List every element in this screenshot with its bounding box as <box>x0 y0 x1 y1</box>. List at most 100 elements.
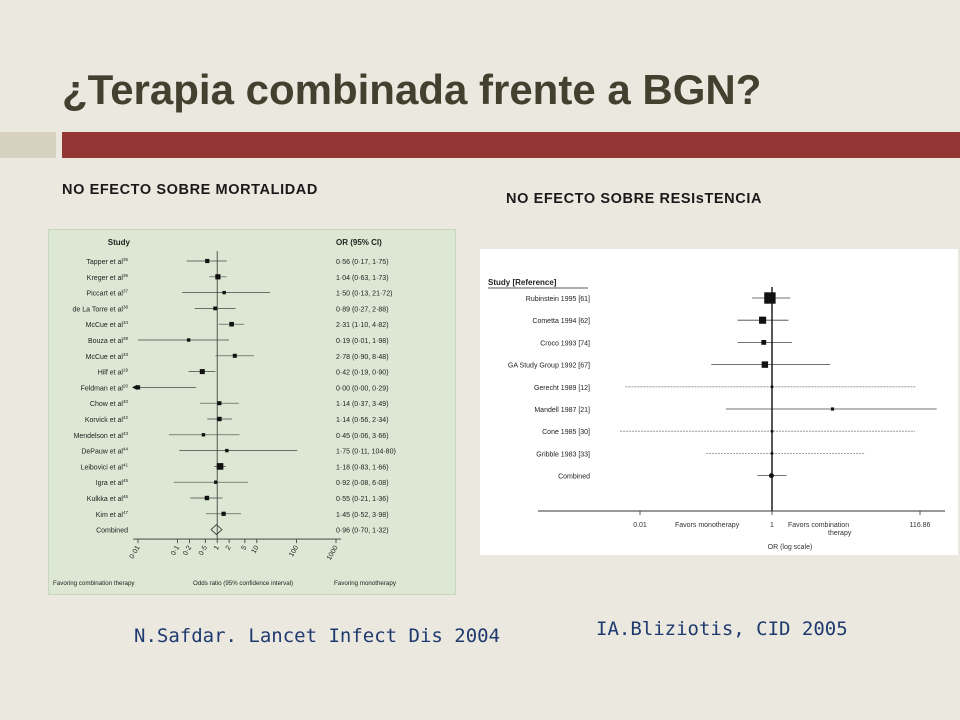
x-tick-label: 0·2 <box>182 544 193 556</box>
combined-label: Combined <box>96 528 128 535</box>
or-marker <box>215 274 221 280</box>
study-ref: 41 <box>123 462 129 467</box>
study-ref: 34 <box>123 320 129 325</box>
ci-arrow <box>132 384 137 390</box>
x-tick-label: 1 <box>213 544 221 551</box>
study-label: Piccart et al37 <box>86 289 128 298</box>
or-value: 0·92 (0·08, 6·08) <box>336 480 389 487</box>
or-value: 1·45 (0·52, 3·98) <box>336 512 389 519</box>
x-tick-label: 100 <box>288 544 300 558</box>
study-column-header: Study <box>108 238 131 247</box>
study-label: Igra et al45 <box>96 478 129 487</box>
x-tick-label: 0.01 <box>633 522 647 529</box>
left-xlabel-monotherapy: Favoring monotherapy <box>334 580 397 587</box>
or-marker <box>761 361 769 368</box>
study-label: Hilf et al19 <box>98 368 129 377</box>
or-marker <box>761 340 767 345</box>
or-marker <box>205 258 210 264</box>
left-xlabel-center: Odds ratio (95% confidence interval) <box>193 580 293 587</box>
study-label: Kim et al47 <box>96 510 129 519</box>
or-value: 2·31 (1·10, 4·82) <box>336 322 389 329</box>
or-value: 0·00 (0·00, 0·29) <box>336 385 389 392</box>
study-ref: 39 <box>123 336 129 341</box>
study-ref: 47 <box>123 510 129 515</box>
left-citation: N.Safdar. Lancet Infect Dis 2004 <box>134 625 501 647</box>
or-column-header: OR (95% CI) <box>336 238 382 247</box>
study-ref: 38 <box>123 304 129 309</box>
or-value: 1·14 (0·56, 2·34) <box>336 417 389 424</box>
right-heading: NO EFECTO SOBRE RESIsTENCIA <box>506 191 763 207</box>
or-value: 1·14 (0·37, 3·49) <box>336 401 389 408</box>
study-label: Korvick et al42 <box>85 415 129 424</box>
study-ref: 37 <box>123 289 129 294</box>
resistance-forest-plot: Study [Reference] Rubinstein 1995 [61] Co… <box>480 249 958 555</box>
study-label: Feldman et al20 <box>81 383 129 392</box>
or-marker <box>830 407 835 411</box>
or-value: 0·89 (0·27, 2·88) <box>336 306 389 313</box>
study-label: Croco 1993 [74] <box>540 340 590 347</box>
x-tick-label: 0·1 <box>170 544 181 556</box>
x-tick-label: 5 <box>241 544 249 551</box>
or-marker <box>216 463 224 470</box>
or-marker <box>232 353 237 358</box>
study-label: Tapper et al35 <box>86 257 128 266</box>
study-ref: 45 <box>123 478 129 483</box>
study-label: Cometta 1994 [62] <box>532 318 590 325</box>
or-value: 0·56 (0·17, 1·75) <box>336 259 389 266</box>
study-label: Leibovici et al41 <box>81 462 129 471</box>
combined-label: Combined <box>558 474 590 481</box>
mortality-forest-plot: Study OR (95% CI) Tapper et al35 0·56 (0·… <box>48 229 456 595</box>
or-marker <box>225 448 229 453</box>
study-label: Rubinstein 1995 [61] <box>526 296 590 303</box>
study-ref: 35 <box>123 257 129 262</box>
or-value: 0·55 (0·21, 1·36) <box>336 496 389 503</box>
right-study-header: Study [Reference] <box>488 278 557 287</box>
or-marker <box>214 480 218 484</box>
or-marker <box>221 511 226 516</box>
x-tick-label: 2 <box>225 544 233 551</box>
x-tick-label: 1 <box>770 522 774 529</box>
or-marker <box>204 495 210 501</box>
study-label: Bouza et al39 <box>88 336 129 345</box>
or-marker <box>213 306 218 311</box>
combined-or-value: 0·96 (0·70, 1·32) <box>336 528 389 535</box>
or-value: 1·18 (0·83, 1·66) <box>336 464 389 471</box>
or-marker <box>222 290 226 295</box>
x-tick-label: 0·5 <box>198 544 209 556</box>
title-accent-bar-light <box>0 132 56 158</box>
or-marker <box>229 321 234 327</box>
or-value: 0·42 (0·19, 0·90) <box>336 370 389 377</box>
study-label: de La Torre et al38 <box>73 304 129 313</box>
study-ref: 46 <box>123 494 129 499</box>
or-marker <box>135 385 141 390</box>
study-label: Mandell 1987 [21] <box>534 407 590 414</box>
study-ref: 36 <box>123 273 129 278</box>
study-label: McCue et al34 <box>86 320 129 329</box>
study-label: Mendelson et al43 <box>74 431 129 440</box>
right-xlabel-combination: Favors combination <box>788 522 849 529</box>
study-ref: 44 <box>123 447 129 452</box>
slide-title: ¿Terapia combinada frente a BGN? <box>62 66 762 113</box>
combined-diamond <box>210 524 223 536</box>
study-ref: 19 <box>123 368 129 373</box>
or-value: 0·45 (0·06, 3·66) <box>336 433 389 440</box>
x-tick-label: 10 <box>251 544 261 554</box>
or-value: 1·50 (0·13, 21·72) <box>336 291 392 298</box>
left-heading: NO EFECTO SOBRE MORTALIDAD <box>62 182 318 198</box>
or-marker <box>217 416 222 422</box>
or-value: 1·04 (0·63, 1·73) <box>336 275 389 282</box>
right-xlabel-monotherapy: Favors monotherapy <box>675 522 740 529</box>
right-xlabel-therapy: therapy <box>828 530 852 537</box>
study-label: McCue et al33 <box>86 352 129 361</box>
study-label: Gerecht 1989 [12] <box>534 385 590 392</box>
study-ref: 42 <box>123 415 129 420</box>
right-xlabel: OR (log scale) <box>768 544 813 551</box>
or-marker <box>217 401 222 406</box>
study-label: Chow et al40 <box>90 399 129 408</box>
or-value: 0·19 (0·01, 1·98) <box>336 338 389 345</box>
or-value: 2·78 (0·90, 8·48) <box>336 354 389 361</box>
study-label: DePauw et al44 <box>81 447 128 456</box>
study-label: Gribble 1983 [33] <box>536 451 590 458</box>
study-label: Kulkka et al46 <box>87 494 129 503</box>
study-ref: 43 <box>123 431 129 436</box>
